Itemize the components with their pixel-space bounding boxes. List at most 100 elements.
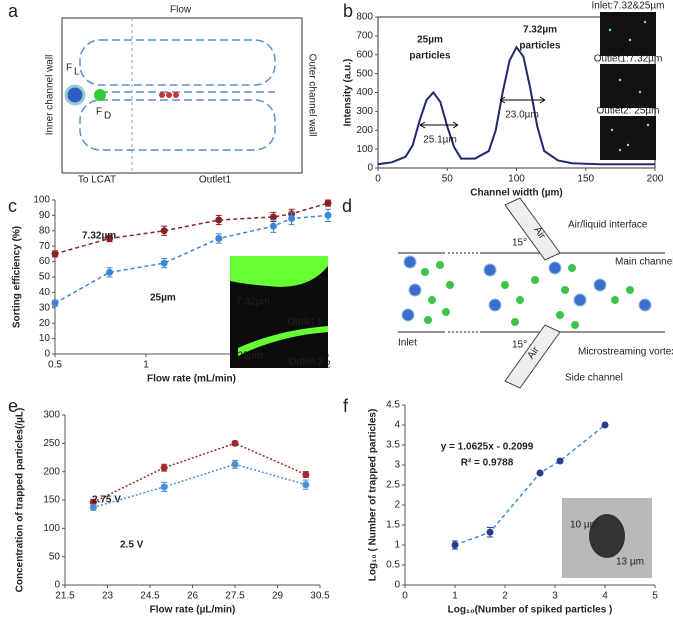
annotation: 25µm <box>237 351 262 362</box>
annotation: 25.1µm <box>423 135 457 146</box>
force-label: F <box>96 107 102 118</box>
line <box>377 45 655 166</box>
channel <box>61 17 303 174</box>
annotation: R² = 0.9788 <box>461 458 514 469</box>
panel-label: f <box>343 396 349 416</box>
y-tick-label: 4.5 <box>386 400 400 411</box>
annotation: 23.0µm <box>505 110 539 121</box>
y-tick-label: 30 <box>39 302 51 313</box>
chart-e: 0 50 100 150 200 250 300 21.5 23 24.5 26 27.5 29 30.5… <box>8 396 330 616</box>
point <box>269 213 277 221</box>
inset-dot <box>610 128 614 132</box>
particle <box>435 260 445 270</box>
particles <box>159 92 179 98</box>
force-sub: L <box>74 67 80 78</box>
y-tick-label: 100 <box>43 523 60 534</box>
y-tick-label: 300 <box>43 410 60 421</box>
particle <box>441 307 451 317</box>
x-tick-label: 0.5 <box>48 360 62 371</box>
angle-label: 15° <box>512 238 527 249</box>
flow-label: Flow <box>170 5 192 16</box>
point <box>288 214 296 222</box>
annotation: particles <box>409 51 451 62</box>
annotation: particles <box>519 41 561 52</box>
y-tick-label: 600 <box>356 49 373 60</box>
point <box>486 528 494 536</box>
streamlines <box>79 39 276 151</box>
annotation: Outlet 2 <box>288 357 323 368</box>
panel-label: a <box>8 1 19 21</box>
line <box>93 463 307 509</box>
point <box>451 541 459 549</box>
label: Main channel <box>615 257 673 268</box>
wall-label: Outer channel wall <box>306 54 317 137</box>
line <box>93 442 307 503</box>
particle <box>510 317 520 327</box>
width-arrow <box>499 96 546 104</box>
particle <box>94 89 106 101</box>
wall-label: Inner channel wall <box>45 55 56 136</box>
point <box>160 259 168 267</box>
label: Air/liquid interface <box>568 220 648 231</box>
x-tick-label: 0 <box>375 174 381 185</box>
y-tick-label: 20 <box>39 318 51 329</box>
x-tick-label: 50 <box>442 174 454 185</box>
annotation: 7.32µm <box>523 25 557 36</box>
particle <box>64 84 86 106</box>
panel-label: c <box>8 196 17 216</box>
y-tick-label: 40 <box>39 287 51 298</box>
particle <box>638 298 652 312</box>
annotation: Outlet2: 25µm <box>596 106 659 117</box>
y-tick-label: 3 <box>394 460 400 471</box>
point <box>556 457 564 465</box>
y-tick-label: 700 <box>356 31 373 42</box>
particle <box>445 280 455 290</box>
annotation: Outlet1:7.32µm <box>594 54 663 65</box>
x-tick-label: 29 <box>272 591 284 602</box>
point <box>324 199 332 207</box>
inset-image <box>600 12 656 56</box>
y-tick-label: 200 <box>43 466 60 477</box>
particle <box>427 295 437 305</box>
point <box>51 299 59 307</box>
inset-image <box>600 64 656 108</box>
particle <box>500 280 510 290</box>
point <box>51 250 59 258</box>
y-tick-label: 1 <box>394 540 400 551</box>
point <box>215 216 223 224</box>
panel-label: e <box>8 396 18 416</box>
label: Inlet <box>398 338 417 349</box>
x-tick-label: 100 <box>508 174 525 185</box>
y-tick-label: 2 <box>394 500 400 511</box>
force-sub: D <box>104 111 111 122</box>
region-label: Outlet1 <box>199 175 232 186</box>
y-tick-label: 4 <box>394 420 400 431</box>
inset-dot <box>618 78 622 82</box>
inset-dot <box>626 143 630 147</box>
particle <box>573 293 587 307</box>
particles <box>401 255 652 330</box>
width-arrow <box>419 121 459 129</box>
particle <box>530 275 540 285</box>
y-tick-label: 150 <box>43 495 60 506</box>
y-tick-label: 90 <box>39 210 51 221</box>
y-tick-label: 100 <box>33 195 50 206</box>
y-tick-label: 70 <box>39 241 51 252</box>
angle-label: 15° <box>512 340 527 351</box>
annotation: y = 1.0625x - 0.2099 <box>441 442 534 453</box>
annotation: 25µm <box>417 35 443 46</box>
inset-dot <box>646 123 650 127</box>
particle <box>483 263 497 277</box>
x-tick-label: 0 <box>402 591 408 602</box>
panel-label: d <box>342 196 352 216</box>
y-tick-label: 0 <box>54 580 60 591</box>
y-tick-label: 800 <box>356 12 373 23</box>
x-tick-label: 26 <box>187 591 199 602</box>
series-label: 2.75 V <box>92 495 121 506</box>
particle <box>593 278 607 292</box>
inset-dot <box>628 38 632 42</box>
particle <box>548 261 562 275</box>
y-tick-label: 80 <box>39 225 51 236</box>
x-tick-label: 5 <box>652 591 658 602</box>
point <box>302 481 310 489</box>
